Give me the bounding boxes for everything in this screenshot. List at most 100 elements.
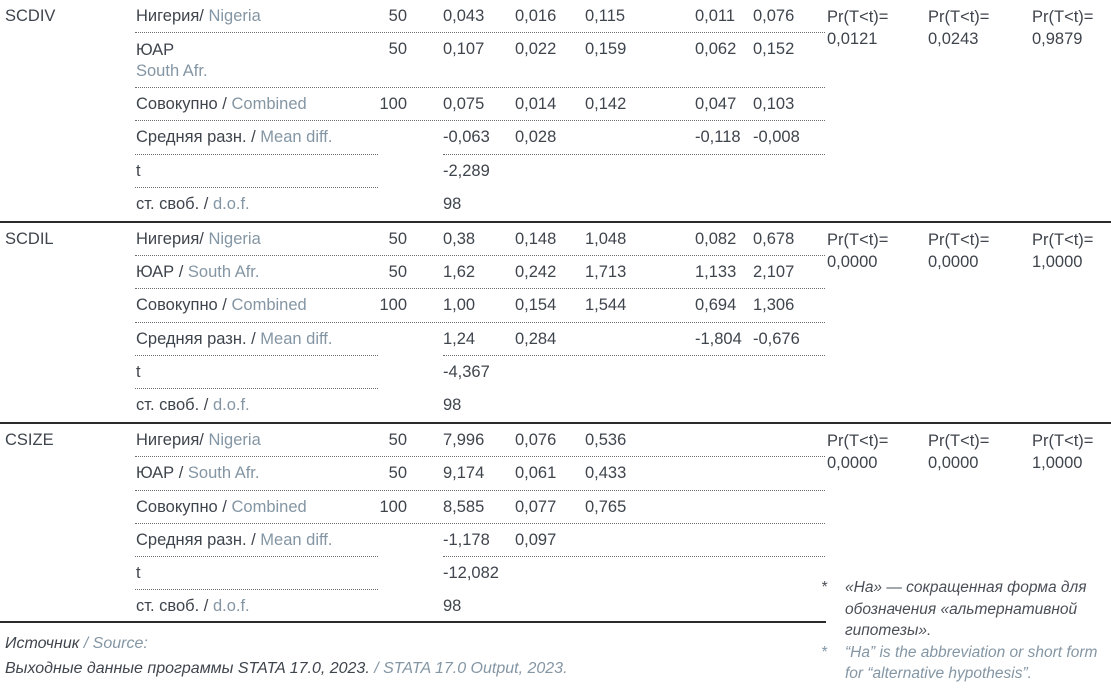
row-label-ru: Нигерия/ [136, 230, 204, 248]
row-label-en: Mean diff. [255, 530, 333, 549]
row-label-ru: ЮАР / [136, 263, 184, 282]
cell-mean: 9,174 [443, 464, 485, 483]
cell-sd: 0,536 [585, 431, 627, 450]
row-label: Совокупно / Combined [136, 498, 388, 517]
pr-value: 0,0000 [928, 253, 979, 271]
cell-hi: -0,676 [753, 329, 800, 348]
table-row: ЮАР South Afr. 50 0,107 0,022 0,159 0,062 0,152 [135, 33, 826, 89]
pr-value: 0,0000 [928, 454, 979, 473]
group-rows: Нигерия/ Nigeria 50 0,38 0,148 1,048 0,082 0,6… [135, 223, 826, 422]
pr-cell: Pr(T<t)= 1,0000 [1032, 229, 1093, 273]
footnotes: * «На» — сокращенная форма для обозначени… [821, 577, 1111, 685]
cell-obs: 100 [379, 497, 407, 516]
row-label-en: South Afr. [183, 263, 260, 282]
table-row: Нигерия/ Nigeria 50 0,38 0,148 1,048 0,082 0,6… [135, 223, 826, 257]
row-separator [443, 555, 825, 557]
row-label: ст. своб. / d.o.f. [136, 396, 388, 415]
cell-lo: 1,133 [695, 263, 737, 282]
row-separator [443, 354, 825, 356]
row-label-ru: Совокупно / [136, 95, 227, 114]
row-label-ru: ст. своб. / [136, 395, 209, 414]
row-label: ЮАР / South Afr. [136, 464, 388, 483]
row-label-en: Mean diff. [255, 329, 333, 348]
row-label-ru: Средняя разн. / [136, 530, 256, 549]
cell-obs: 50 [388, 230, 407, 248]
row-label: Средняя разн. / Mean diff. [136, 128, 388, 147]
cell-mean: 1,24 [443, 329, 476, 348]
row-label-ru: Средняя разн. / [136, 329, 256, 348]
cell-hi: 0,152 [753, 40, 795, 59]
row-label-ru: t [136, 563, 141, 582]
cell-se: 0,077 [515, 497, 557, 516]
pr-label: Pr(T<t)= [1032, 8, 1094, 26]
cell-obs: 100 [379, 296, 407, 315]
pr-value: 1,0000 [1032, 253, 1083, 271]
table-row: Нигерия/ Nigeria 50 0,043 0,016 0,115 0,011 0,… [135, 0, 826, 34]
row-label-en: d.o.f. [208, 395, 250, 414]
row-label-en: Nigeria [203, 7, 261, 25]
cell-se: 0,028 [515, 128, 557, 147]
row-label: t [136, 363, 388, 382]
row-separator [135, 555, 378, 557]
row-label-ru: Совокупно / [136, 497, 227, 516]
cell-lo: -0,118 [695, 128, 741, 147]
cell-mean: 0,38 [443, 230, 476, 248]
pr-cell: Pr(T<t)= 0,0000 [827, 229, 888, 273]
pr-label: Pr(T<t)= [928, 432, 990, 451]
pr-value: 0,0243 [928, 30, 979, 48]
cell-se: 0,148 [515, 230, 557, 248]
pr-label: Pr(T<t)= [1032, 231, 1094, 249]
row-label-ru: ЮАР / [136, 464, 184, 483]
cell-se: 0,284 [515, 329, 557, 348]
pr-value: 0,0000 [827, 253, 878, 271]
source-line-1: Источник / Source: [5, 631, 568, 656]
footnote-text: “Ha” is the abbreviation or short form f… [845, 643, 1098, 683]
cell-se: 0,022 [515, 40, 557, 59]
cell-obs: 100 [379, 95, 407, 114]
row-label: t [136, 564, 388, 583]
variable-group-scdil: SCDIL Нигерия/ Nigeria 50 0,38 0,148 1,048 0,0… [0, 223, 1111, 425]
pr-label: Pr(T<t)= [827, 432, 889, 451]
cell-se: 0,076 [515, 431, 557, 450]
cell-lo: 0,011 [695, 7, 736, 25]
row-label-en: Combined [226, 497, 307, 516]
row-label-ru: Нигерия/ [136, 7, 204, 25]
footnote-text: «На» — сокращенная форма для обозначения… [845, 579, 1087, 639]
source-line-2: Выходные данные программы STATA 17.0, 20… [5, 656, 568, 681]
row-label: ст. своб. / d.o.f. [136, 597, 388, 616]
cell-mean: 0,043 [443, 7, 485, 25]
pr-cell: Pr(T<t)= 0,0000 [928, 430, 989, 474]
cell-hi: 1,306 [753, 296, 795, 315]
cell-se: 0,061 [515, 464, 557, 483]
cell-hi: 0,076 [753, 7, 795, 25]
row-separator [135, 489, 825, 491]
pr-label: Pr(T<t)= [928, 231, 990, 249]
pr-label: Pr(T<t)= [1032, 432, 1094, 451]
row-label: Совокупно / Combined [136, 95, 388, 114]
cell-sd: 1,544 [585, 296, 627, 315]
source-note: Источник / Source: Выходные данные прогр… [5, 631, 568, 681]
row-label-ru: ст. своб. / [136, 194, 209, 213]
cell-obs: 50 [388, 431, 407, 450]
cell-obs: 50 [388, 464, 407, 483]
cell-sd: 0,159 [585, 40, 627, 59]
pr-label: Pr(T<t)= [928, 8, 990, 26]
footnote-marker: * [821, 579, 828, 596]
cell-mean: -1,178 [443, 530, 490, 549]
cell-mean: -4,367 [443, 362, 490, 381]
row-label-ru: ст. своб. / [136, 597, 209, 616]
cell-obs: 50 [388, 263, 407, 282]
cell-mean: -12,082 [443, 563, 499, 582]
row-label: Нигерия/ Nigeria [136, 431, 388, 450]
pr-cell: Pr(T<t)= 0,0000 [928, 229, 989, 273]
pr-cell: Pr(T<t)= 1,0000 [1032, 430, 1093, 474]
row-separator [135, 522, 825, 524]
row-label: ЮАР / South Afr. [136, 263, 388, 282]
footnote-en: * “Ha” is the abbreviation or short form … [821, 642, 1111, 685]
row-separator [135, 153, 378, 155]
cell-mean: 0,075 [443, 95, 485, 114]
cell-mean: 98 [443, 597, 462, 616]
cell-lo: -1,804 [695, 329, 742, 348]
cell-mean: 98 [443, 395, 462, 414]
